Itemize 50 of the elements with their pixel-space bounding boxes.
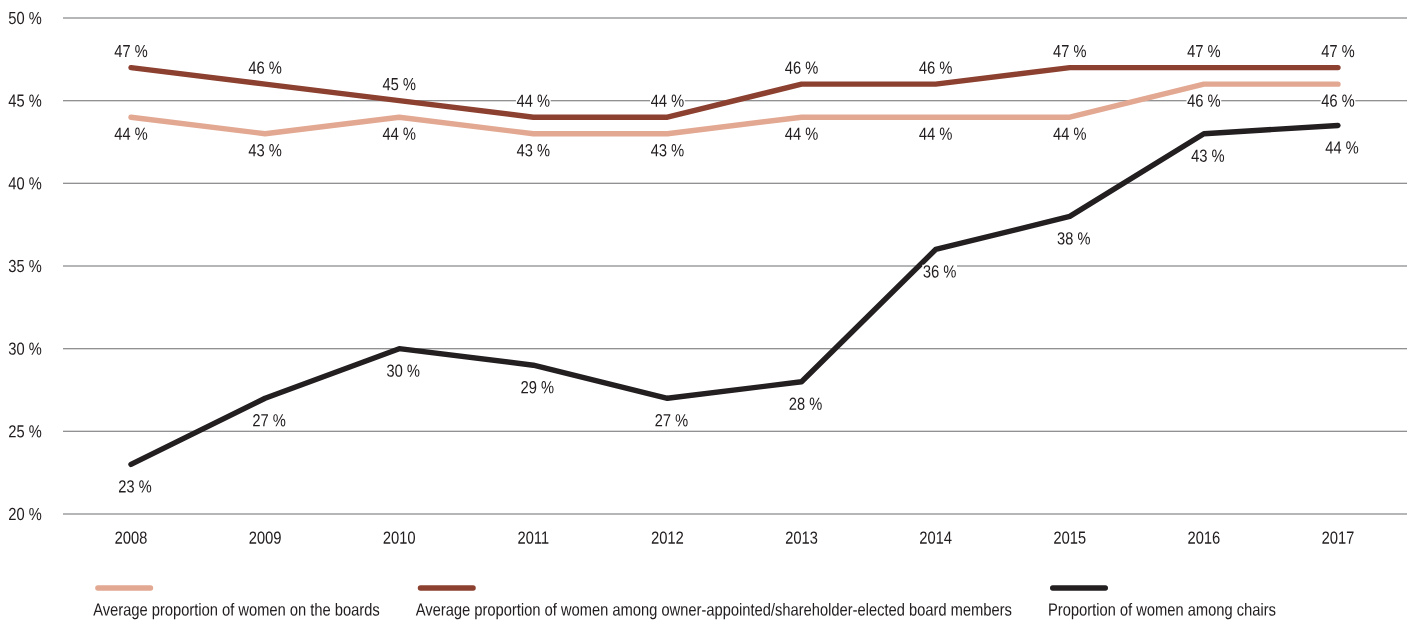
legend-label: Average proportion of women among owner-appointed/shareholder-elected board members	[415, 602, 1012, 620]
data-label: 47 %	[1053, 44, 1086, 58]
data-label: 45 %	[382, 78, 416, 91]
data-label: 44 %	[651, 94, 684, 107]
data-label: 46 %	[1187, 94, 1221, 107]
data-label: 44 %	[114, 127, 148, 140]
x-tick-label: 2015	[1054, 531, 1086, 544]
data-label: 44 %	[1325, 141, 1359, 154]
data-label: 28 %	[789, 397, 822, 410]
data-label: 46 %	[919, 61, 952, 74]
data-label: 46 %	[785, 61, 818, 74]
legend-label: Proportion of women among chairs	[1049, 602, 1276, 620]
x-tick-label: 2016	[1188, 531, 1220, 544]
y-tick-label: 25 %	[9, 425, 42, 438]
x-tick-label: 2017	[1322, 531, 1354, 544]
y-tick-label: 20 %	[9, 507, 42, 521]
x-tick-label: 2008	[115, 531, 147, 544]
data-label: 36 %	[923, 265, 956, 278]
data-label: 44 %	[919, 127, 952, 140]
data-label: 43 %	[248, 144, 282, 157]
x-tick-label: 2010	[383, 531, 415, 544]
data-label: 46 %	[248, 61, 282, 74]
legend-label: Average proportion of women on the boards	[93, 602, 380, 620]
x-tick-label: 2013	[785, 531, 818, 544]
data-label: 44 %	[382, 127, 416, 140]
y-tick-label: 40 %	[8, 177, 42, 190]
x-tick-label: 2009	[249, 531, 281, 544]
x-tick-label: 2011	[518, 531, 549, 544]
data-label: 44 %	[1053, 127, 1086, 140]
data-label: 29 %	[521, 381, 554, 394]
data-label: 27 %	[253, 414, 286, 427]
x-tick-label: 2014	[920, 531, 952, 544]
data-label: 43 %	[1191, 149, 1225, 162]
data-label: 47 %	[114, 44, 148, 58]
data-label: 30 %	[387, 364, 420, 377]
data-label: 38 %	[1057, 232, 1090, 245]
data-label: 44 %	[516, 94, 550, 107]
data-label: 27 %	[655, 414, 688, 427]
y-tick-label: 50 %	[8, 11, 42, 25]
data-label: 47 %	[1187, 44, 1221, 58]
data-label: 23 %	[118, 480, 152, 493]
data-label: 43 %	[516, 144, 550, 157]
y-tick-label: 45 %	[8, 94, 42, 107]
data-label: 47 %	[1321, 44, 1355, 58]
y-tick-label: 30 %	[8, 342, 42, 355]
y-tick-label: 35 %	[8, 259, 42, 273]
x-tick-label: 2012	[651, 531, 684, 544]
data-label: 46 %	[1321, 94, 1355, 107]
data-label: 44 %	[785, 127, 818, 140]
data-label: 43 %	[651, 144, 684, 157]
